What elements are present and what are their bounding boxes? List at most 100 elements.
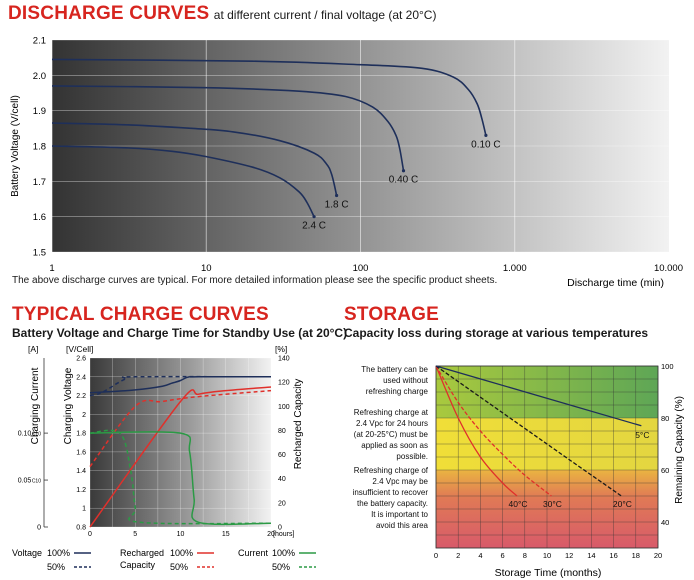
storage-x-tick-label: 10 (543, 551, 551, 560)
voltage-tick-label: 2 (82, 412, 86, 419)
voltage-tick-label: 1.6 (76, 449, 86, 456)
storage-series (435, 365, 642, 497)
capacity-tick-label: 20 (278, 500, 286, 507)
y-tick-label: 1.6 (33, 212, 46, 223)
storage-x-tick-label: 4 (478, 551, 482, 560)
charge-x-axis-label: [hours] (273, 531, 294, 538)
capacity-tick-label: 120 (278, 380, 290, 387)
storage-x-tick-label: 14 (587, 551, 595, 560)
series-label-1-8-c: 1.8 C (325, 199, 349, 210)
legend-label: Voltage (12, 548, 42, 558)
charge-x-tick-label: 0 (88, 531, 92, 538)
capacity-tick-label: 80 (278, 428, 286, 435)
legend-label: Recharged (120, 548, 164, 558)
x-tick-label: 1 (49, 263, 54, 274)
series-label-2-4-c: 2.4 C (302, 221, 326, 232)
discharge-grid (51, 39, 669, 253)
series-line-1-8-c (51, 122, 338, 196)
legend-label: Current (238, 548, 269, 558)
discharge-series (51, 58, 488, 219)
series-line-recharged-capacity-100 (89, 386, 272, 528)
storage-y-ticks: 100 80 60 40 (661, 362, 674, 527)
series-line-5-c (435, 365, 642, 427)
series-line-current-50 (89, 429, 272, 525)
legend-label: Capacity (120, 560, 156, 570)
charge-x-tick-label: 20 (267, 531, 275, 538)
storage-y-tick-label: 60 (661, 466, 669, 475)
voltage-tick-label: 1.8 (76, 431, 86, 438)
voltage-axis-label: Charging Voltage (63, 367, 74, 444)
storage-x-axis-label: Storage Time (months) (495, 567, 602, 579)
series-line-30-c (435, 365, 552, 497)
storage-x-tick-label: 16 (609, 551, 617, 560)
series-end-0-10-c (484, 133, 488, 137)
y-tick-label: 1.7 (33, 177, 46, 188)
series-line-recharged-capacity-50 (89, 389, 272, 468)
capacity-tick-label: 100 (278, 404, 290, 411)
storage-subtitle: Capacity loss during storage at various … (344, 326, 649, 340)
zone-note-3: Refreshing charge of 2.4 Vpc may be insuff… (353, 466, 429, 530)
capacity-y-ticks: 140 120 100 80 60 40 20 0 (278, 356, 290, 532)
series-label-5-c: 5°C (635, 430, 649, 440)
current-axis-label: Charging Current (30, 367, 41, 444)
storage-y-axis-label: Remaining Capacity (%) (674, 396, 685, 504)
discharge-series-labels: 2.4 C 1.8 C 0.40 C 0.10 C (302, 139, 501, 231)
discharge-subtitle: at different current / final voltage (at… (213, 8, 437, 22)
legend-entry: 100% (272, 548, 295, 558)
charge-subtitle: Battery Voltage and Charge Time for Stan… (12, 326, 348, 340)
capacity-tick-label: 140 (278, 356, 290, 363)
series-label-40-c: 40°C (509, 499, 528, 509)
voltage-y-ticks: 2.6 2.4 2.2 2 1.8 1.6 1.4 1.2 1 0.8 (76, 356, 86, 532)
voltage-tick-label: 1.4 (76, 468, 86, 475)
storage-x-tick-label: 20 (654, 551, 662, 560)
storage-grid (435, 365, 659, 549)
storage-title: STORAGE (344, 304, 440, 325)
zone-note-1: The battery can be used without refreshing… (361, 365, 428, 396)
charge-x-ticks: 0 5 10 15 20[hours] (88, 531, 294, 538)
zone-note-2: Refreshing charge at 2.4 Vpc for 24 hours… (354, 408, 429, 461)
series-label-20-c: 20°C (613, 499, 632, 509)
capacity-axis-label: Recharged Capacity (293, 379, 304, 470)
legend-entry: 50% (170, 562, 188, 572)
y-tick-label: 2.1 (33, 36, 46, 47)
series-line-2-4-c (51, 145, 315, 218)
charge-title: TYPICAL CHARGE CURVES (12, 304, 269, 325)
capacity-unit: [%] (275, 344, 287, 354)
charge-x-tick-label: 5 (133, 531, 137, 538)
voltage-tick-label: 2.4 (76, 374, 86, 381)
series-line-voltage-50 (89, 375, 272, 397)
storage-x-tick-label: 2 (456, 551, 460, 560)
charge-x-tick-label: 15 (222, 531, 230, 538)
legend-entry: 100% (47, 548, 70, 558)
series-end-1-8-c (335, 193, 339, 198)
discharge-x-ticks: 1 10 100 1.000 10.000 (49, 263, 683, 274)
charge-x-tick-label: 10 (177, 531, 185, 538)
series-line-20-c (435, 365, 622, 497)
storage-zone-notes: The battery can be used without refreshing… (353, 365, 429, 530)
series-label-0-40-c: 0.40 C (389, 175, 418, 186)
charge-series (89, 375, 272, 528)
capacity-tick-label: 60 (278, 452, 286, 459)
storage-x-tick-label: 0 (434, 551, 438, 560)
legend-entry: 50% (272, 562, 290, 572)
y-tick-label: 1.9 (33, 106, 46, 117)
storage-x-tick-label: 8 (523, 551, 527, 560)
x-tick-label: 100 (353, 263, 369, 274)
discharge-y-axis-label: Battery Voltage (V/cell) (10, 95, 21, 197)
legend-entry: 50% (47, 562, 65, 572)
storage-x-tick-label: 12 (565, 551, 573, 560)
series-line-40-c (435, 365, 518, 497)
voltage-tick-label: 0.8 (76, 525, 86, 532)
legend-entry: 100% (170, 548, 193, 558)
charge-legend: Voltage 100%50%RechargedCapacity100%50%Cu… (12, 548, 316, 572)
voltage-tick-label: 2.6 (76, 356, 86, 363)
series-line-0-10-c (51, 58, 487, 136)
storage-x-tick-label: 18 (632, 551, 640, 560)
y-tick-label: 1.8 (33, 142, 46, 153)
x-tick-label: 10.000 (654, 263, 683, 274)
series-label-0-10-c: 0.10 C (471, 139, 500, 150)
discharge-chart: 2.4 C 1.8 C 0.40 C 0.10 C 2.1 2.0 1.9 1.8 1.7 1.… (10, 36, 683, 290)
discharge-heading: DISCHARGE CURVES at different current / … (8, 3, 436, 25)
y-tick-label: 2.0 (33, 71, 46, 82)
